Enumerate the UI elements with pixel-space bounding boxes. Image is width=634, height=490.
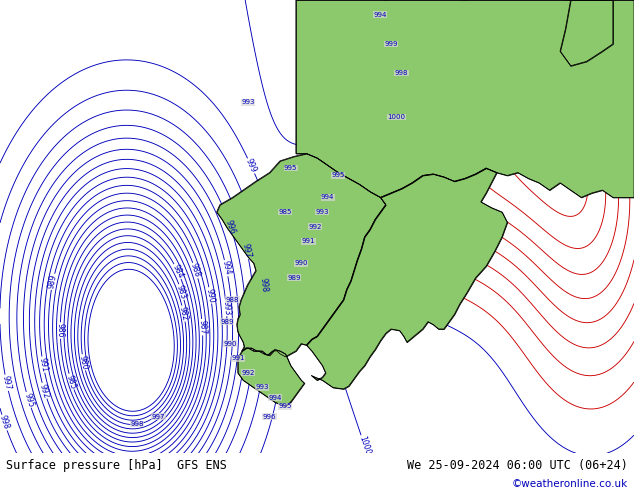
- Text: 991: 991: [302, 238, 315, 244]
- Text: 999: 999: [244, 157, 258, 174]
- Text: 984: 984: [171, 263, 185, 280]
- Text: 998: 998: [0, 414, 11, 431]
- Text: 985: 985: [65, 373, 78, 390]
- Text: 994: 994: [221, 260, 232, 276]
- Text: 995: 995: [278, 403, 292, 410]
- Text: 994: 994: [321, 195, 334, 200]
- Text: 993: 993: [316, 209, 329, 215]
- Text: 988: 988: [189, 262, 202, 279]
- Text: 982: 982: [178, 306, 190, 321]
- Text: 993: 993: [221, 300, 231, 316]
- Text: 998: 998: [395, 70, 408, 76]
- Text: 994: 994: [268, 394, 281, 401]
- Text: 991: 991: [231, 355, 245, 361]
- Text: 995: 995: [22, 392, 35, 408]
- Text: 995: 995: [284, 165, 297, 171]
- Text: 987: 987: [197, 319, 207, 335]
- Text: 990: 990: [205, 288, 216, 303]
- Text: 995: 995: [332, 172, 345, 178]
- Text: 997: 997: [152, 414, 165, 420]
- Text: 998: 998: [259, 277, 269, 293]
- Text: 996: 996: [262, 414, 276, 420]
- Text: 993: 993: [242, 99, 255, 105]
- Text: We 25-09-2024 06:00 UTC (06+24): We 25-09-2024 06:00 UTC (06+24): [407, 459, 628, 471]
- Text: 988: 988: [226, 297, 239, 303]
- Text: 989: 989: [47, 274, 59, 290]
- Text: 990: 990: [224, 341, 237, 346]
- Text: 986: 986: [56, 323, 65, 338]
- Text: 998: 998: [131, 421, 144, 427]
- Text: 997: 997: [241, 243, 253, 259]
- Text: 996: 996: [224, 219, 237, 235]
- Text: 1000: 1000: [387, 114, 405, 120]
- Text: 992: 992: [308, 223, 321, 230]
- Text: 994: 994: [373, 12, 387, 18]
- Text: 997: 997: [1, 375, 13, 391]
- Text: 989: 989: [221, 318, 234, 325]
- Text: 999: 999: [384, 41, 398, 47]
- Text: Surface pressure [hPa]  GFS ENS: Surface pressure [hPa] GFS ENS: [6, 459, 227, 471]
- Text: 993: 993: [256, 385, 269, 391]
- Text: 983: 983: [175, 284, 188, 300]
- Text: 990: 990: [294, 260, 308, 266]
- Text: 985: 985: [278, 209, 292, 215]
- Text: 1000: 1000: [357, 435, 372, 456]
- Text: 992: 992: [38, 383, 51, 399]
- Text: 992: 992: [242, 370, 255, 376]
- Text: 991: 991: [37, 357, 49, 372]
- Text: 989: 989: [287, 275, 301, 281]
- Text: 980: 980: [78, 354, 89, 370]
- Text: ©weatheronline.co.uk: ©weatheronline.co.uk: [512, 480, 628, 490]
